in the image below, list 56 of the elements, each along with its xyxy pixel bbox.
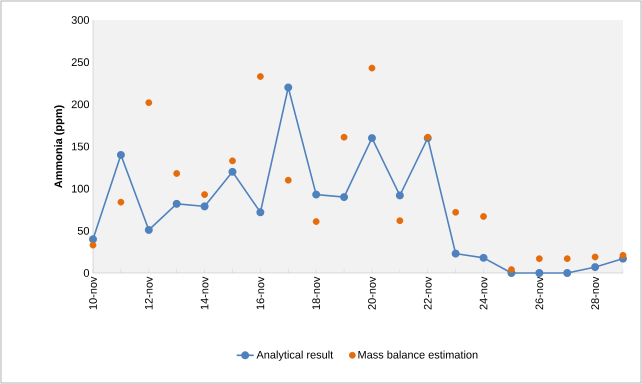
- legend-label: Mass balance estimation: [358, 350, 478, 359]
- x-tick-label: 12-nov: [144, 276, 153, 310]
- point: [340, 134, 348, 141]
- point: [592, 254, 599, 260]
- point: [452, 208, 460, 216]
- point: [340, 193, 348, 202]
- point: [228, 168, 236, 176]
- point: [145, 99, 152, 106]
- point: [396, 217, 404, 224]
- x-tick-label: 20-nov: [368, 276, 376, 310]
- x-tick-label: 22-nov: [424, 276, 432, 310]
- y-tick-label: 150: [72, 142, 90, 150]
- point: [229, 157, 236, 164]
- point: [284, 176, 292, 184]
- y-axis-title: Ammonia (ppm): [54, 105, 64, 188]
- x-tick-label: 16-nov: [256, 276, 264, 310]
- point: [312, 218, 320, 225]
- point: [312, 190, 320, 199]
- x-tick-label: 26-nov: [535, 276, 544, 310]
- y-tick-label: 200: [72, 100, 90, 108]
- legend-label: Analytical result: [256, 350, 334, 361]
- y-tick-label: 250: [72, 58, 90, 66]
- point: [368, 64, 376, 72]
- point: [90, 242, 96, 249]
- point: [284, 83, 292, 92]
- point: [620, 252, 626, 259]
- point: [591, 263, 600, 272]
- point: [480, 254, 488, 262]
- x-tick-label: 14-nov: [200, 276, 208, 310]
- point: [116, 150, 125, 159]
- y-tick-label: 0: [84, 269, 90, 277]
- point: [118, 198, 124, 206]
- point: [452, 250, 460, 258]
- point: [256, 73, 264, 80]
- y-tick-label: 300: [72, 16, 90, 24]
- x-tick-label: 24-nov: [480, 276, 488, 310]
- point: [536, 255, 543, 262]
- point: [508, 266, 515, 274]
- point: [89, 235, 97, 244]
- point: [535, 269, 544, 277]
- point: [564, 255, 571, 262]
- y-tick-label: 50: [78, 226, 90, 235]
- point: [144, 226, 153, 234]
- point: [563, 269, 572, 277]
- point: [200, 202, 209, 210]
- x-tick-label: 28-nov: [591, 276, 599, 310]
- point: [368, 134, 376, 142]
- point: [172, 200, 181, 208]
- point: [480, 213, 487, 220]
- point: [396, 191, 404, 200]
- point: [201, 191, 208, 198]
- x-tick-label: 10-nov: [89, 276, 97, 310]
- point: [256, 208, 264, 216]
- x-tick-label: 18-nov: [312, 276, 320, 310]
- y-tick-label: 100: [72, 184, 90, 193]
- point: [173, 170, 180, 177]
